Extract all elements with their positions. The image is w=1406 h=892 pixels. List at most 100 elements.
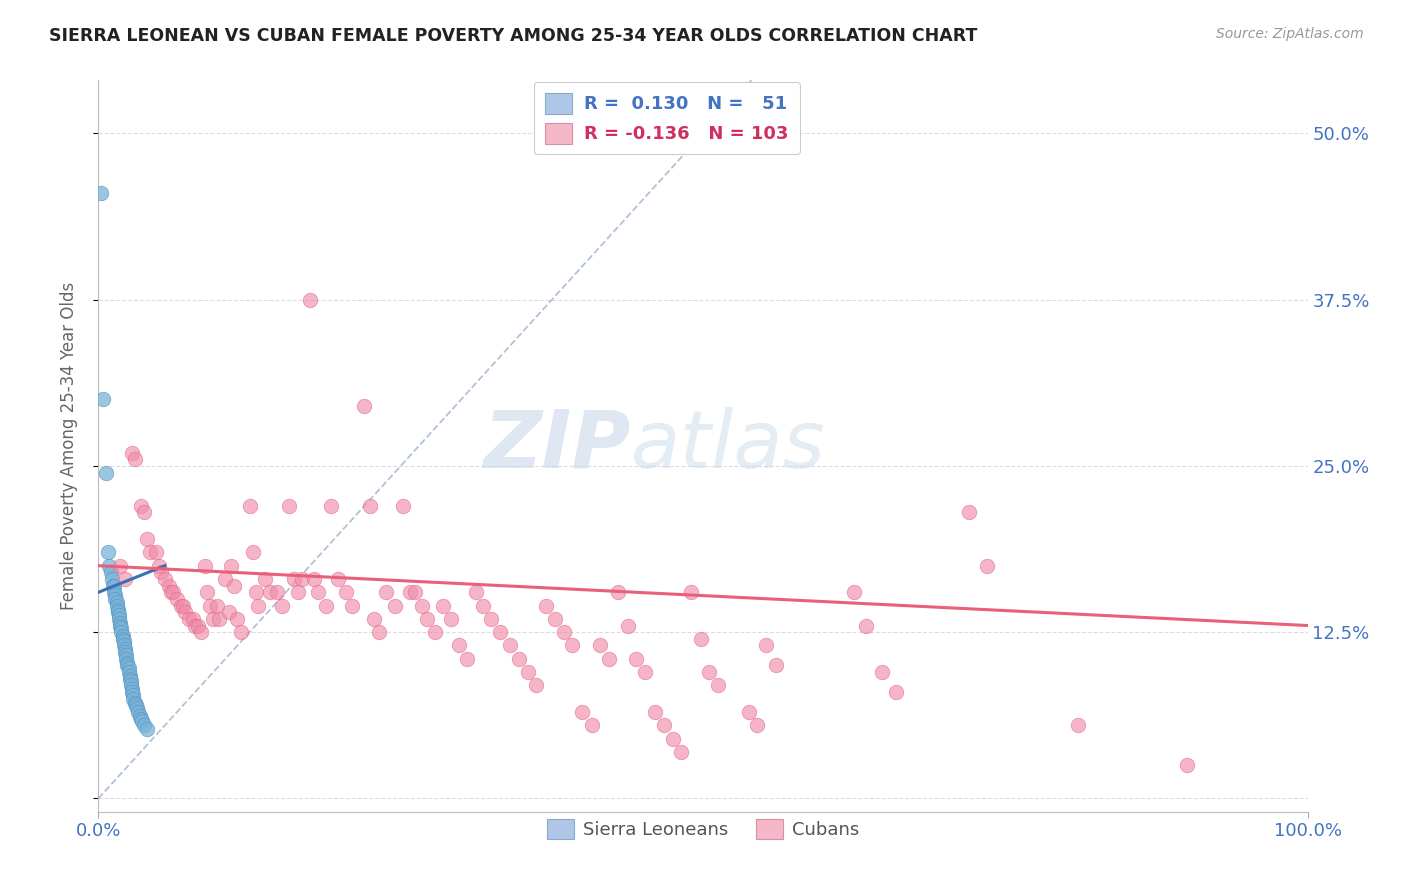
Point	[534, 599, 557, 613]
Point	[120, 674, 142, 689]
Point	[108, 607, 131, 622]
Point	[447, 639, 470, 653]
Point	[239, 499, 262, 513]
Point	[589, 639, 612, 653]
Point	[363, 612, 385, 626]
Point	[598, 652, 620, 666]
Point	[287, 585, 309, 599]
Point	[697, 665, 720, 679]
Point	[121, 445, 143, 459]
Point	[118, 669, 141, 683]
Point	[290, 572, 312, 586]
Point	[169, 599, 191, 613]
Point	[111, 629, 134, 643]
Y-axis label: Female Poverty Among 25-34 Year Olds: Female Poverty Among 25-34 Year Olds	[59, 282, 77, 610]
Point	[644, 705, 666, 719]
Point	[222, 579, 245, 593]
Point	[392, 499, 415, 513]
Point	[706, 678, 728, 692]
Point	[271, 599, 294, 613]
Point	[266, 585, 288, 599]
Point	[115, 648, 138, 662]
Point	[110, 621, 132, 635]
Point	[360, 499, 382, 513]
Point	[299, 293, 322, 307]
Point	[127, 701, 149, 715]
Point	[218, 605, 240, 619]
Point	[103, 579, 125, 593]
Point	[100, 566, 122, 580]
Point	[125, 698, 148, 713]
Point	[153, 572, 176, 586]
Point	[247, 599, 270, 613]
Point	[129, 712, 152, 726]
Point	[160, 585, 183, 599]
Point	[174, 605, 197, 619]
Point	[103, 585, 125, 599]
Point	[423, 625, 446, 640]
Point	[755, 639, 778, 653]
Point	[124, 696, 146, 710]
Point	[122, 691, 145, 706]
Point	[135, 532, 157, 546]
Point	[652, 718, 675, 732]
Point	[489, 625, 512, 640]
Point	[870, 665, 893, 679]
Point	[127, 705, 149, 719]
Point	[226, 612, 249, 626]
Point	[440, 612, 463, 626]
Point	[844, 585, 866, 599]
Point	[122, 688, 145, 702]
Point	[208, 612, 231, 626]
Point	[335, 585, 357, 599]
Point	[181, 612, 204, 626]
Point	[384, 599, 406, 613]
Point	[411, 599, 433, 613]
Point	[553, 625, 575, 640]
Point	[135, 723, 157, 737]
Point	[245, 585, 267, 599]
Point	[544, 612, 567, 626]
Point	[353, 399, 375, 413]
Point	[172, 599, 194, 613]
Point	[1067, 718, 1090, 732]
Point	[108, 618, 131, 632]
Point	[229, 625, 252, 640]
Point	[214, 572, 236, 586]
Point	[104, 591, 127, 606]
Point	[368, 625, 391, 640]
Point	[104, 588, 127, 602]
Point	[166, 591, 188, 606]
Text: ZIP: ZIP	[484, 407, 630, 485]
Point	[524, 678, 547, 692]
Point	[661, 731, 683, 746]
Point	[129, 499, 152, 513]
Point	[108, 612, 131, 626]
Point	[464, 585, 486, 599]
Point	[179, 612, 201, 626]
Point	[679, 585, 702, 599]
Point	[98, 558, 121, 573]
Point	[105, 599, 128, 613]
Point	[617, 618, 640, 632]
Point	[91, 392, 114, 407]
Point	[117, 658, 139, 673]
Point	[100, 572, 122, 586]
Point	[107, 602, 129, 616]
Point	[471, 599, 494, 613]
Point	[101, 579, 124, 593]
Point	[326, 572, 349, 586]
Point	[115, 652, 138, 666]
Point	[404, 585, 426, 599]
Point	[190, 625, 212, 640]
Point	[957, 506, 980, 520]
Point	[456, 652, 478, 666]
Point	[120, 678, 142, 692]
Point	[131, 714, 153, 729]
Point	[259, 585, 281, 599]
Point	[747, 718, 769, 732]
Point	[134, 718, 156, 732]
Point	[134, 506, 156, 520]
Point	[886, 685, 908, 699]
Point	[198, 599, 221, 613]
